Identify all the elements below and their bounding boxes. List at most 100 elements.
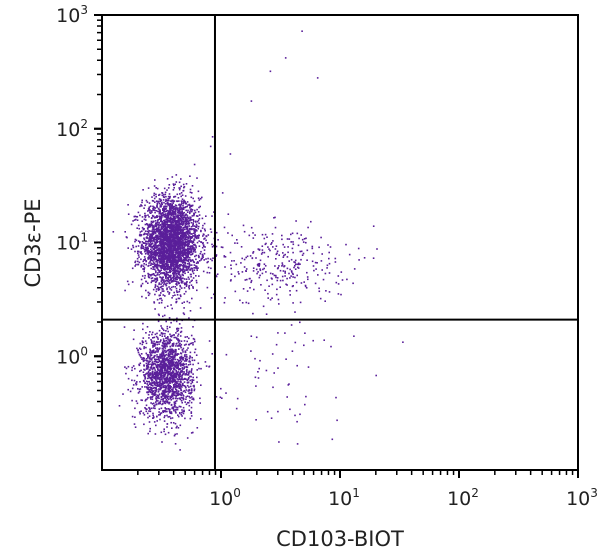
data-point	[167, 245, 169, 248]
data-point	[174, 263, 177, 266]
data-point	[295, 289, 298, 292]
data-point	[186, 349, 188, 351]
data-point	[168, 415, 171, 418]
data-point	[149, 430, 151, 433]
data-point	[179, 363, 181, 365]
data-point	[175, 375, 177, 377]
data-point	[149, 348, 151, 351]
data-point	[177, 228, 179, 230]
data-point	[166, 260, 168, 262]
data-point	[196, 289, 198, 292]
data-point	[180, 343, 183, 346]
data-point	[183, 259, 185, 261]
data-point	[171, 350, 173, 353]
data-point	[162, 209, 164, 211]
data-point	[158, 228, 161, 231]
data-point	[159, 242, 161, 244]
data-point	[173, 187, 175, 189]
data-point	[159, 376, 162, 379]
data-point	[138, 347, 141, 350]
data-point	[160, 219, 162, 221]
data-point	[181, 254, 184, 257]
data-point	[184, 401, 186, 403]
data-point	[159, 402, 161, 405]
data-point	[167, 213, 169, 216]
data-point	[297, 262, 300, 265]
data-point	[181, 273, 184, 276]
data-point	[161, 390, 164, 392]
data-point	[147, 249, 150, 252]
data-point	[158, 357, 160, 360]
data-point	[156, 361, 158, 364]
data-point	[149, 234, 152, 237]
data-point	[180, 287, 183, 289]
data-point	[154, 384, 156, 386]
data-point	[176, 371, 178, 374]
data-point	[294, 268, 297, 270]
data-point	[141, 399, 143, 402]
data-point	[167, 278, 170, 281]
data-point	[177, 231, 179, 233]
data-point	[178, 207, 181, 209]
data-point	[189, 258, 191, 261]
data-point	[175, 232, 178, 235]
data-point	[154, 211, 156, 214]
data-point	[172, 343, 174, 346]
data-point	[174, 204, 177, 206]
data-point	[145, 362, 148, 365]
data-point	[157, 374, 159, 376]
data-point	[165, 215, 167, 217]
data-point	[182, 206, 185, 209]
data-point	[125, 367, 128, 370]
data-point	[177, 245, 179, 248]
data-point	[167, 265, 169, 268]
data-point	[177, 273, 180, 276]
data-point	[182, 412, 185, 415]
data-point	[156, 378, 159, 380]
data-point	[140, 234, 142, 237]
data-point	[178, 282, 181, 284]
data-point	[139, 388, 142, 390]
data-point	[153, 248, 155, 250]
data-point	[166, 396, 169, 398]
data-point	[155, 258, 158, 261]
data-point	[166, 217, 169, 219]
data-point	[177, 371, 179, 373]
data-point	[184, 237, 186, 240]
data-point	[154, 377, 156, 380]
data-point	[161, 255, 163, 257]
data-point	[286, 277, 288, 280]
data-point	[177, 239, 180, 242]
data-point	[181, 228, 183, 230]
data-point	[201, 257, 204, 260]
data-point	[166, 414, 168, 417]
data-point	[184, 385, 187, 388]
data-point	[171, 380, 174, 383]
data-point	[155, 380, 158, 382]
data-point	[131, 415, 134, 418]
data-point	[189, 363, 192, 366]
data-point	[141, 216, 144, 218]
data-point	[141, 201, 143, 204]
data-point	[145, 214, 147, 217]
data-point	[175, 174, 178, 176]
data-point	[149, 349, 152, 352]
data-point	[196, 220, 199, 223]
data-point	[186, 256, 189, 258]
data-point	[173, 278, 175, 280]
data-point	[177, 353, 180, 355]
data-point	[253, 288, 255, 291]
data-point	[165, 363, 167, 365]
data-point	[161, 233, 164, 235]
data-point	[187, 223, 190, 225]
data-point	[314, 261, 317, 264]
data-point	[178, 405, 181, 408]
data-point	[148, 383, 151, 385]
data-point	[174, 422, 177, 425]
data-point	[181, 247, 184, 249]
data-point	[180, 346, 182, 349]
data-point	[172, 232, 175, 234]
data-point	[163, 343, 166, 346]
data-point	[181, 198, 184, 200]
data-point	[174, 383, 176, 385]
